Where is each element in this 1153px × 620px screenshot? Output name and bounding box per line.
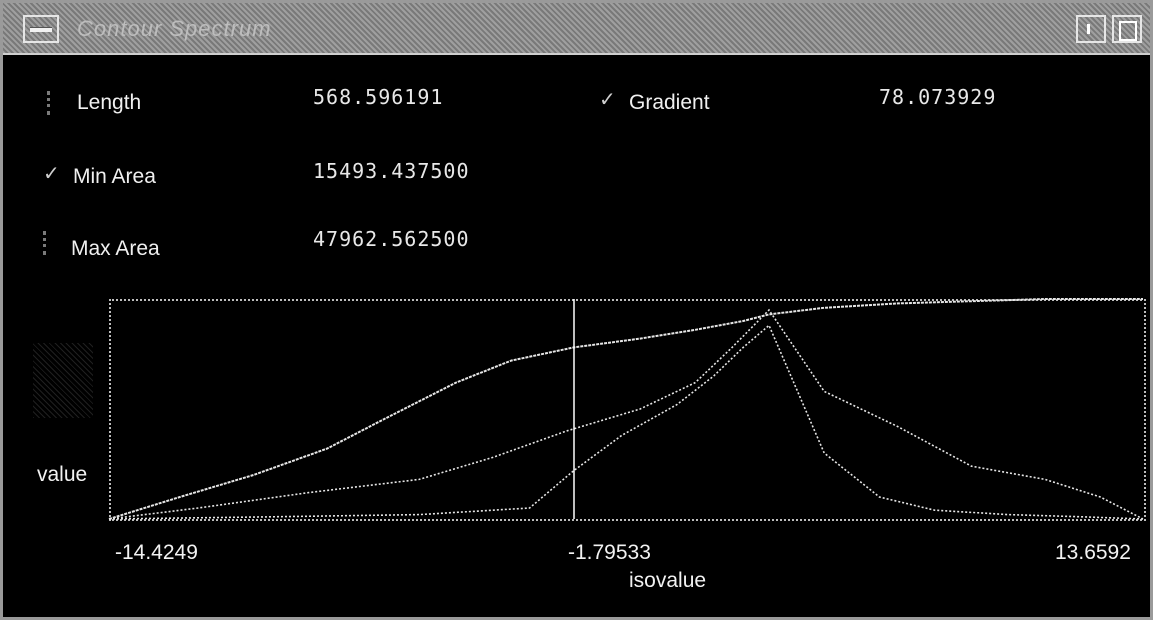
- max-area-label: Max Area: [71, 237, 160, 260]
- max-area-checkbox[interactable]: [43, 231, 52, 255]
- min-area-value: 15493.437500: [313, 159, 470, 183]
- minimize-icon[interactable]: [1076, 15, 1106, 43]
- series-line-1: [108, 298, 1143, 520]
- window-menu-icon[interactable]: [23, 15, 59, 43]
- y-axis-label: value: [37, 463, 88, 486]
- gradient-value: 78.073929: [879, 85, 997, 109]
- min-area-checkbox[interactable]: ✓: [43, 163, 60, 185]
- decorative-dither: [33, 343, 93, 418]
- gradient-label: Gradient: [629, 91, 710, 114]
- min-area-label: Min Area: [73, 165, 156, 188]
- x-axis-label: isovalue: [629, 569, 707, 592]
- title-bar[interactable]: Contour Spectrum: [3, 3, 1150, 55]
- x-cursor-tick-label: -1.79533: [568, 541, 651, 564]
- plot-frame[interactable]: [109, 299, 1146, 521]
- gradient-checkbox[interactable]: ✓: [599, 89, 616, 111]
- spectrum-plot[interactable]: [3, 3, 1150, 617]
- length-label: Length: [77, 91, 142, 114]
- length-checkbox[interactable]: [47, 91, 56, 115]
- max-area-value: 47962.562500: [313, 227, 470, 251]
- x-max-tick-label: 13.6592: [1055, 541, 1131, 564]
- series-line-2: [108, 308, 1144, 520]
- series-line-3: [108, 324, 1144, 520]
- window-title: Contour Spectrum: [77, 16, 272, 41]
- length-value: 568.596191: [313, 85, 444, 109]
- maximize-icon[interactable]: [1112, 15, 1142, 43]
- x-min-tick-label: -14.4249: [115, 541, 198, 564]
